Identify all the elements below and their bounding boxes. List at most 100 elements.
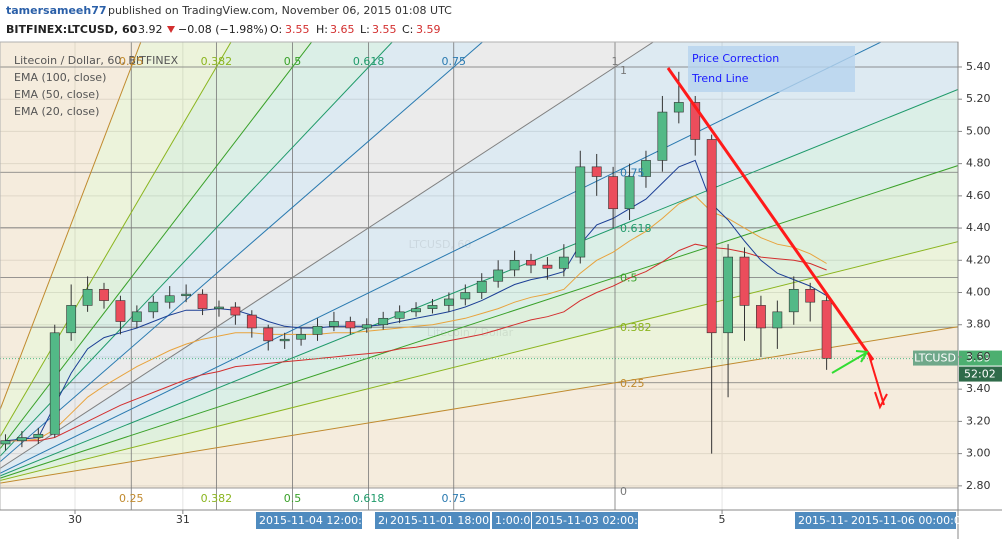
fan-ray: [0, 42, 883, 474]
candle-body: [690, 102, 701, 140]
fan-ray: [0, 165, 958, 479]
x-tick-label: 5: [719, 513, 726, 526]
trend-line: [666, 67, 875, 361]
candle-body: [509, 259, 520, 271]
y-tick-label: 3.20: [966, 414, 991, 427]
watermark-sub: Litecoin / Dollar: [427, 326, 514, 339]
legend-entry: EMA (20, close): [14, 105, 99, 118]
candle-body: [230, 306, 241, 316]
candle-body: [164, 295, 175, 303]
symbol-badge-text: LTCUSD: [914, 352, 956, 365]
time-badge: [375, 512, 387, 529]
candle-body: [148, 301, 159, 313]
candle-body: [460, 292, 471, 300]
fan-label: 0.382: [620, 321, 652, 334]
y-tick-label: 4.60: [966, 189, 991, 202]
fan-label: 0.618: [353, 492, 385, 505]
ema-line: [5, 195, 827, 442]
author[interactable]: tamersameeh77: [6, 4, 107, 17]
h-value: 3.65: [330, 23, 355, 36]
fan-ray: [0, 42, 484, 463]
candle-body: [476, 280, 487, 293]
candle-body: [575, 166, 586, 258]
candle-body: [214, 306, 224, 309]
candle-body: [427, 305, 438, 309]
fan-ray: [0, 326, 958, 484]
published: published on TradingView.com, November 0…: [108, 4, 452, 17]
down-arrow: [868, 354, 888, 410]
candle-body: [181, 293, 192, 297]
time-badge-text: 1:00:00: [495, 514, 537, 527]
c-value: 3.59: [416, 23, 441, 36]
y-tick-label: 4.20: [966, 253, 991, 266]
y-tick-label: 3.60: [966, 350, 991, 363]
change: −0.08 (−1.98%): [178, 23, 268, 36]
candle-body: [197, 293, 208, 309]
o-label: O:: [270, 23, 282, 36]
fan-label: 0.25: [119, 492, 144, 505]
price: 3.92: [138, 23, 163, 36]
candle-body: [641, 160, 651, 177]
candle-body: [0, 440, 11, 445]
candle-body: [16, 437, 27, 442]
fan-label: 0.382: [201, 492, 233, 505]
candle-body: [723, 256, 733, 334]
fan-label: 0.75: [442, 55, 467, 68]
fan-label: 0.25: [620, 377, 645, 390]
candle-body: [115, 300, 126, 322]
candle-body: [345, 321, 356, 329]
fan-label: 0.618: [620, 222, 652, 235]
fan-label: 0.618: [353, 55, 385, 68]
candle-body: [99, 288, 109, 301]
time-badge: [387, 512, 490, 529]
candle-body: [394, 311, 405, 319]
fan-ray: [0, 241, 958, 482]
fan-zone: [0, 165, 958, 481]
candle-body: [82, 288, 93, 306]
time-badge: [795, 512, 848, 529]
candle-body: [706, 139, 717, 334]
candle-body: [591, 166, 602, 177]
time-badge: [532, 512, 638, 529]
candle-body: [378, 317, 389, 326]
candle-body: [657, 111, 668, 161]
candle-body: [33, 433, 44, 438]
fan-zone: [0, 241, 958, 484]
c-label: C:: [402, 23, 413, 36]
ema-line: [5, 159, 827, 442]
candle-body: [246, 314, 257, 329]
fan-label: 0: [620, 485, 627, 498]
candle-body: [772, 311, 783, 329]
candle-body: [788, 288, 799, 313]
legend-entry: EMA (100, close): [14, 71, 106, 84]
down-arrow: [167, 26, 175, 33]
time-badge: [492, 512, 531, 529]
candle-body: [821, 300, 832, 359]
fan-label: 0.25: [119, 55, 144, 68]
candle-body: [756, 305, 766, 329]
h-label: H:: [316, 23, 328, 36]
countdown-text: 52:02: [964, 368, 996, 381]
candle-body: [131, 311, 142, 322]
candle-body: [739, 256, 750, 306]
y-tick-label: 3.80: [966, 318, 991, 331]
candle-body: [296, 334, 306, 340]
candle-body: [542, 264, 553, 269]
y-tick-label: 4.80: [966, 157, 991, 170]
watermark: LTCUSD, 60: [409, 238, 472, 251]
y-tick-label: 4.40: [966, 221, 991, 234]
candle-body: [361, 324, 372, 329]
candle-body: [608, 176, 619, 210]
x-tick-label: 30: [68, 513, 82, 526]
fan-ray: [0, 42, 393, 458]
fan-label: 0.5: [284, 55, 302, 68]
candle-body: [673, 102, 684, 113]
candle-body: [526, 259, 536, 266]
candle-body: [443, 298, 454, 306]
legend-entry: EMA (50, close): [14, 88, 99, 101]
l-value: 3.55: [372, 23, 397, 36]
fan-ray: [0, 42, 313, 450]
candle-body: [329, 321, 339, 327]
fan-ray: [0, 42, 232, 438]
